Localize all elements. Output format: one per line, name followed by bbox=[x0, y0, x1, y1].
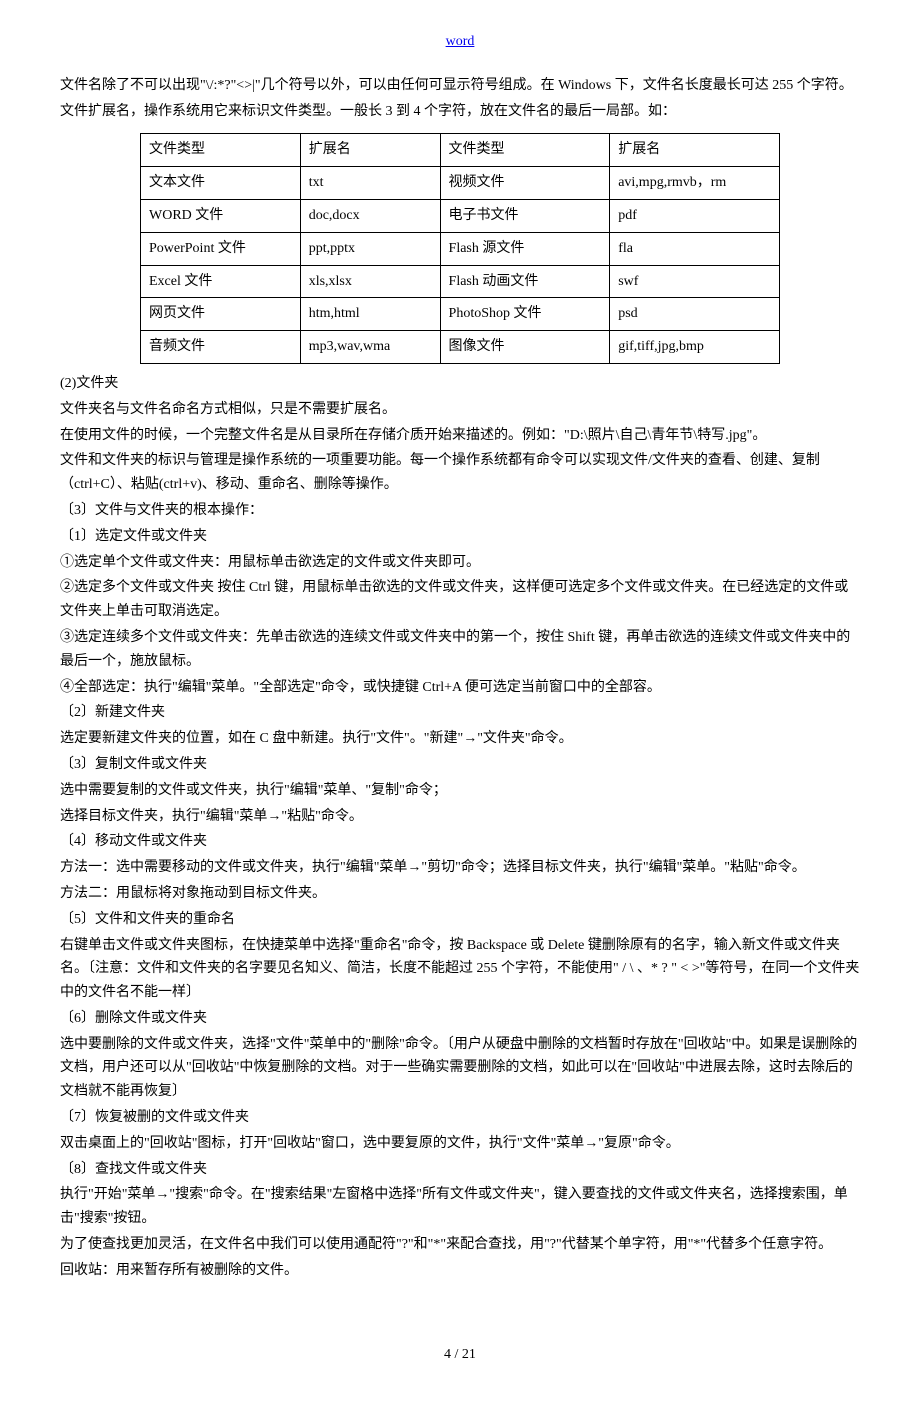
body-p3: 在使用文件的时候，一个完整文件名是从目录所在存储介质开始来描述的。例如："D:\… bbox=[60, 424, 860, 448]
table-cell: psd bbox=[610, 298, 780, 331]
body-p19: 〔5〕文件和文件夹的重命名 bbox=[60, 908, 860, 932]
table-cell: Flash 源文件 bbox=[440, 232, 610, 265]
body-p2: 文件夹名与文件名命名方式相似，只是不需要扩展名。 bbox=[60, 398, 860, 422]
body-p8: ②选定多个文件或文件夹 按住 Ctrl 键，用鼠标单击欲选的文件或文件夹，这样便… bbox=[60, 576, 860, 624]
body-p18: 方法二：用鼠标将对象拖动到目标文件夹。 bbox=[60, 882, 860, 906]
table-cell: 视频文件 bbox=[440, 167, 610, 200]
table-cell: fla bbox=[610, 232, 780, 265]
body-p22: 选中要删除的文件或文件夹，选择"文件"菜单中的"删除"命令。〔用户从硬盘中删除的… bbox=[60, 1033, 860, 1104]
table-header-2: 扩展名 bbox=[300, 134, 440, 167]
body-p17: 方法一：选中需要移动的文件或文件夹，执行"编辑"菜单→"剪切"命令；选择目标文件… bbox=[60, 856, 860, 880]
table-cell: 文本文件 bbox=[141, 167, 301, 200]
table-row: 文本文件txt视频文件avi,mpg,rmvb，rm bbox=[141, 167, 780, 200]
body-p15: 选择目标文件夹，执行"编辑"菜单→"粘贴"命令。 bbox=[60, 805, 860, 829]
page-number: 4 / 21 bbox=[444, 1347, 476, 1362]
table-cell: swf bbox=[610, 265, 780, 298]
body-p11: 〔2〕新建文件夹 bbox=[60, 701, 860, 725]
table-cell: Flash 动画文件 bbox=[440, 265, 610, 298]
table-cell: txt bbox=[300, 167, 440, 200]
header-link: word bbox=[60, 30, 860, 54]
table-cell: 网页文件 bbox=[141, 298, 301, 331]
intro-p2: 文件扩展名，操作系统用它来标识文件类型。一般长 3 到 4 个字符，放在文件名的… bbox=[60, 100, 860, 124]
intro-p1: 文件名除了不可以出现"\/:*?"<>|"几个符号以外，可以由任何可显示符号组成… bbox=[60, 74, 860, 98]
body-p14: 选中需要复制的文件或文件夹，执行"编辑"菜单、"复制"命令； bbox=[60, 779, 860, 803]
body-p16: 〔4〕移动文件或文件夹 bbox=[60, 830, 860, 854]
table-row: Excel 文件xls,xlsxFlash 动画文件swf bbox=[141, 265, 780, 298]
table-cell: WORD 文件 bbox=[141, 199, 301, 232]
body-p7: ①选定单个文件或文件夹：用鼠标单击欲选定的文件或文件夹即可。 bbox=[60, 551, 860, 575]
body-p27: 为了使查找更加灵活，在文件名中我们可以使用通配符"?"和"*"来配合查找，用"?… bbox=[60, 1233, 860, 1257]
table-cell: Excel 文件 bbox=[141, 265, 301, 298]
body-p28: 回收站：用来暂存所有被删除的文件。 bbox=[60, 1259, 860, 1283]
body-p13: 〔3〕复制文件或文件夹 bbox=[60, 753, 860, 777]
table-row: 网页文件htm,htmlPhotoShop 文件psd bbox=[141, 298, 780, 331]
table-header-3: 文件类型 bbox=[440, 134, 610, 167]
body-p10: ④全部选定：执行"编辑"菜单。"全部选定"命令，或快捷键 Ctrl+A 便可选定… bbox=[60, 676, 860, 700]
table-cell: 音频文件 bbox=[141, 331, 301, 364]
table-cell: mp3,wav,wma bbox=[300, 331, 440, 364]
table-cell: avi,mpg,rmvb，rm bbox=[610, 167, 780, 200]
body-p24: 双击桌面上的"回收站"图标，打开"回收站"窗口，选中要复原的文件，执行"文件"菜… bbox=[60, 1132, 860, 1156]
table-row: PowerPoint 文件ppt,pptxFlash 源文件fla bbox=[141, 232, 780, 265]
body-p5: 〔3〕文件与文件夹的根本操作： bbox=[60, 499, 860, 523]
table-cell: doc,docx bbox=[300, 199, 440, 232]
table-header-4: 扩展名 bbox=[610, 134, 780, 167]
page-footer: 4 / 21 bbox=[60, 1343, 860, 1367]
body-p6: 〔1〕选定文件或文件夹 bbox=[60, 525, 860, 549]
table-cell: htm,html bbox=[300, 298, 440, 331]
file-extension-table: 文件类型 扩展名 文件类型 扩展名 文本文件txt视频文件avi,mpg,rmv… bbox=[140, 133, 780, 364]
table-cell: PowerPoint 文件 bbox=[141, 232, 301, 265]
table-cell: xls,xlsx bbox=[300, 265, 440, 298]
table-cell: gif,tiff,jpg,bmp bbox=[610, 331, 780, 364]
body-p23: 〔7〕恢复被删的文件或文件夹 bbox=[60, 1106, 860, 1130]
table-header-1: 文件类型 bbox=[141, 134, 301, 167]
table-cell: ppt,pptx bbox=[300, 232, 440, 265]
table-cell: PhotoShop 文件 bbox=[440, 298, 610, 331]
body-p21: 〔6〕删除文件或文件夹 bbox=[60, 1007, 860, 1031]
body-p4: 文件和文件夹的标识与管理是操作系统的一项重要功能。每一个操作系统都有命令可以实现… bbox=[60, 449, 860, 497]
header-link-text[interactable]: word bbox=[446, 34, 475, 49]
table-cell: pdf bbox=[610, 199, 780, 232]
body-p9: ③选定连续多个文件或文件夹：先单击欲选的连续文件或文件夹中的第一个，按住 Shi… bbox=[60, 626, 860, 674]
body-p12: 选定要新建文件夹的位置，如在 C 盘中新建。执行"文件"。"新建"→"文件夹"命… bbox=[60, 727, 860, 751]
table-row: 音频文件mp3,wav,wma图像文件gif,tiff,jpg,bmp bbox=[141, 331, 780, 364]
body-p25: 〔8〕查找文件或文件夹 bbox=[60, 1158, 860, 1182]
table-cell: 电子书文件 bbox=[440, 199, 610, 232]
body-p26: 执行"开始"菜单→"搜索"命令。在"搜索结果"左窗格中选择"所有文件或文件夹"，… bbox=[60, 1183, 860, 1231]
table-header-row: 文件类型 扩展名 文件类型 扩展名 bbox=[141, 134, 780, 167]
table-cell: 图像文件 bbox=[440, 331, 610, 364]
body-p1: (2)文件夹 bbox=[60, 372, 860, 396]
table-row: WORD 文件doc,docx电子书文件pdf bbox=[141, 199, 780, 232]
body-p20: 右键单击文件或文件夹图标，在快捷菜单中选择"重命名"命令，按 Backspace… bbox=[60, 934, 860, 1005]
